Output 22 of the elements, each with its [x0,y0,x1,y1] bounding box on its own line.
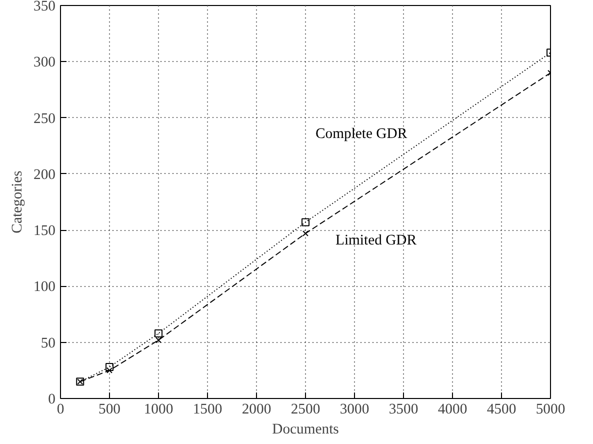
series-label: Complete GDR [316,126,408,142]
y-tick-label: 0 [48,392,56,408]
x-tick-label: 3500 [388,402,418,418]
x-axis-title: Documents [272,422,340,438]
y-tick-label: 200 [34,166,56,183]
y-tick-label: 150 [34,223,56,240]
x-tick-label: 2500 [290,402,320,418]
y-axis-title: Categories [10,170,26,234]
y-tick-label: 50 [40,335,56,352]
x-tick-label: 5000 [536,402,566,418]
y-tick-label: 250 [34,110,56,127]
series-label: Limited GDR [336,232,417,248]
x-tick-label: 1000 [144,402,174,418]
x-tick-label: 4500 [486,402,516,418]
y-tick-label: 350 [34,0,56,14]
x-tick-label: 2000 [242,402,272,418]
y-tick-label: 100 [34,279,56,296]
x-tick-label: 1500 [192,402,222,418]
x-tick-label: 3000 [340,402,370,418]
y-tick-label: 300 [34,54,56,71]
x-tick-label: 4000 [438,402,468,418]
x-tick-label: 500 [98,402,120,418]
